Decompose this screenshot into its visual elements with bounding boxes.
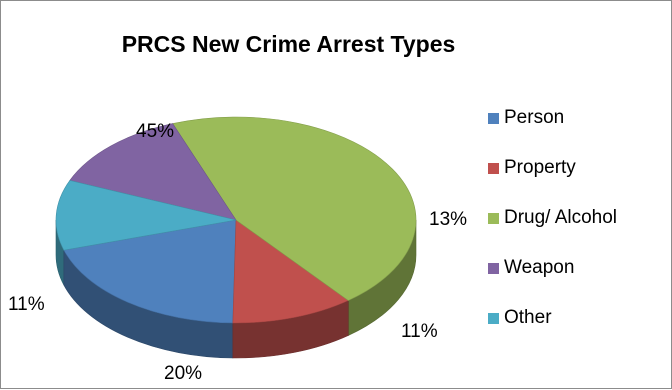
legend-label-property: Property xyxy=(504,157,576,178)
legend-swatch-property xyxy=(488,162,499,174)
legend-item-property: Property xyxy=(488,143,617,193)
data-label-drug-alcohol: 45% xyxy=(136,121,175,142)
data-label-other: 11% xyxy=(401,321,438,342)
legend-swatch-person xyxy=(488,112,499,124)
legend: Person Property Drug/ Alcohol Weapon Oth… xyxy=(488,93,617,343)
data-label-weapon: 13% xyxy=(429,209,468,230)
pie-slice-person xyxy=(63,219,237,324)
pie-slice-drug-alcohol xyxy=(172,116,417,301)
legend-item-drug-alcohol: Drug/ Alcohol xyxy=(488,193,617,243)
legend-label-drug-alcohol: Drug/ Alcohol xyxy=(504,207,618,228)
legend-swatch-weapon xyxy=(488,262,499,274)
pie-slice-weapon xyxy=(69,123,237,221)
legend-item-weapon: Weapon xyxy=(488,243,617,293)
legend-item-person: Person xyxy=(488,93,617,143)
legend-swatch-other xyxy=(488,312,499,324)
data-label-person: 20% xyxy=(164,363,203,384)
pie-slice-other xyxy=(55,180,237,251)
legend-swatch-drug-alcohol xyxy=(488,212,499,224)
legend-label-person: Person xyxy=(504,107,565,128)
chart-title: PRCS New Crime Arrest Types xyxy=(121,31,456,57)
legend-label-weapon: Weapon xyxy=(504,257,575,278)
pie-slice-property xyxy=(232,219,349,324)
data-label-property: 11% xyxy=(8,294,45,315)
legend-item-other: Other xyxy=(488,293,617,343)
legend-label-other: Other xyxy=(504,307,552,328)
